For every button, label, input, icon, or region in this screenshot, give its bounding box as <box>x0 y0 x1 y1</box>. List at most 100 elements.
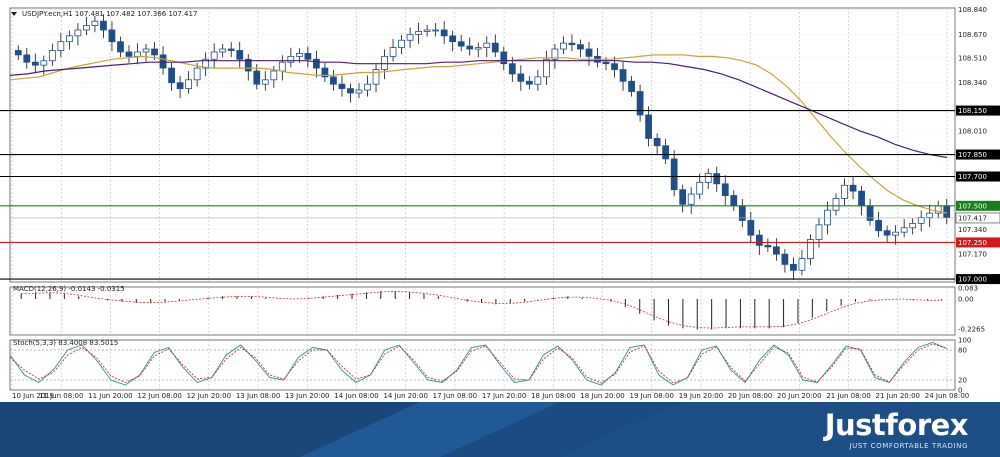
level-tag <box>956 105 1000 116</box>
y-tick-label: 108.840 <box>958 6 987 14</box>
candle-body <box>210 51 218 60</box>
candle-body <box>65 35 73 43</box>
candle-body <box>100 20 107 31</box>
x-tick-label: 20 Jun 08:00 <box>728 392 772 400</box>
candle-body <box>125 51 133 57</box>
candle-body <box>747 220 755 236</box>
candle-body <box>168 67 175 84</box>
x-tick-label: 24 Jun 08:00 <box>925 392 969 400</box>
x-tick-label: 14 Jun 08:00 <box>334 392 378 400</box>
candle-body <box>347 88 354 94</box>
candle-body <box>83 25 90 31</box>
candle-body <box>926 212 934 218</box>
candle-body <box>176 82 184 89</box>
level-tag <box>956 200 1000 211</box>
x-tick-label: 21 Jun 20:00 <box>876 392 920 400</box>
candle-body <box>142 48 150 53</box>
current-price-tag <box>955 212 1000 224</box>
candle-body <box>134 51 141 57</box>
candle-body <box>415 31 422 35</box>
level-label: 107.500 <box>958 202 987 210</box>
candle-body <box>278 61 286 72</box>
level-tag <box>956 149 1000 160</box>
candle-body <box>585 48 593 57</box>
candle-body <box>40 60 48 66</box>
y-tick-label: 108.670 <box>958 31 987 39</box>
stoch-y-tick: 100 <box>958 337 971 345</box>
x-tick-label: 18 Jun 20:00 <box>580 392 624 400</box>
macd-title: MACD(12,26,9) -0.0143 -0.0315 <box>13 285 125 293</box>
stoch-panel: 100 80 20 0 <box>9 337 971 395</box>
main-frame <box>9 7 956 283</box>
candle-body <box>457 41 465 47</box>
candle-body <box>338 83 346 89</box>
candle-body <box>117 41 124 53</box>
stoch-y-tick: 0 <box>958 387 962 395</box>
candle-body <box>892 231 900 236</box>
y-tick-label: 107.340 <box>958 226 987 234</box>
candle-body <box>543 58 550 78</box>
stoch-signal-line <box>9 343 948 384</box>
candle-body <box>491 42 499 53</box>
candle-body <box>815 224 823 240</box>
candle-body <box>57 41 65 51</box>
candle-body <box>23 54 31 63</box>
candle-body <box>687 193 695 205</box>
x-tick-label: 11 Jun 20:00 <box>88 392 132 400</box>
candle-body <box>900 227 908 233</box>
candle-body <box>193 67 201 81</box>
candle-body <box>508 63 516 75</box>
candle-body <box>295 53 303 57</box>
level-tag <box>956 237 1000 248</box>
symbol-dropdown-icon[interactable] <box>11 12 17 16</box>
level-tag <box>956 274 1000 285</box>
candle-body <box>227 48 235 51</box>
x-tick-label: 13 Jun 08:00 <box>236 392 280 400</box>
x-tick-label: 10 Jun 2019 <box>12 392 54 400</box>
candle-body <box>764 244 772 248</box>
stoch-y-tick: 20 <box>958 377 967 385</box>
candle-body <box>483 42 491 48</box>
candle-body <box>440 29 448 37</box>
candle-body <box>577 44 584 50</box>
macd-signal-line <box>21 290 942 329</box>
stoch-y-tick: 80 <box>958 347 967 355</box>
level-label: 108.150 <box>958 107 987 115</box>
chart-title: USDJPY.ecn,H1 107.481 107.482 107.366 10… <box>22 10 197 18</box>
candle-body <box>730 195 738 207</box>
candle-body <box>517 73 525 82</box>
candle-body <box>423 29 431 32</box>
candle-body <box>74 29 82 37</box>
candle-body <box>313 58 320 69</box>
macd-y-tick: 0.00 <box>958 296 974 304</box>
candle-body <box>185 79 193 89</box>
ma-fast-line <box>9 54 948 214</box>
x-tick-label: 13 Jun 20:00 <box>285 392 329 400</box>
candle-body <box>807 239 814 259</box>
x-tick-label: 11 Jun 08:00 <box>39 392 83 400</box>
candle-body <box>772 246 780 255</box>
x-tick-label: 14 Jun 20:00 <box>383 392 427 400</box>
level-tag <box>956 171 1000 182</box>
price-panel: 108.840 108.670 108.510 108.340 108.150 108.0… <box>0 6 1000 285</box>
candle-body <box>219 48 227 53</box>
candle-body <box>611 63 618 70</box>
candle-body <box>355 89 363 94</box>
candle-body <box>534 76 542 85</box>
brand-logo: Justforex <box>824 408 969 442</box>
x-tick-label: 12 Jun 20:00 <box>187 392 231 400</box>
candle-body <box>917 217 925 224</box>
level-label: 107.250 <box>958 239 987 247</box>
candle-body <box>398 39 405 48</box>
y-tick-label: 107.170 <box>958 251 987 259</box>
level-label: 107.850 <box>958 151 987 159</box>
x-tick-label: 19 Jun 20:00 <box>679 392 723 400</box>
candle-body <box>253 70 261 85</box>
candle-body <box>781 253 789 265</box>
candle-body <box>875 220 882 232</box>
candle-body <box>883 230 891 236</box>
candle-body <box>560 42 567 50</box>
candle-body <box>568 42 576 46</box>
candle-body <box>500 51 508 65</box>
